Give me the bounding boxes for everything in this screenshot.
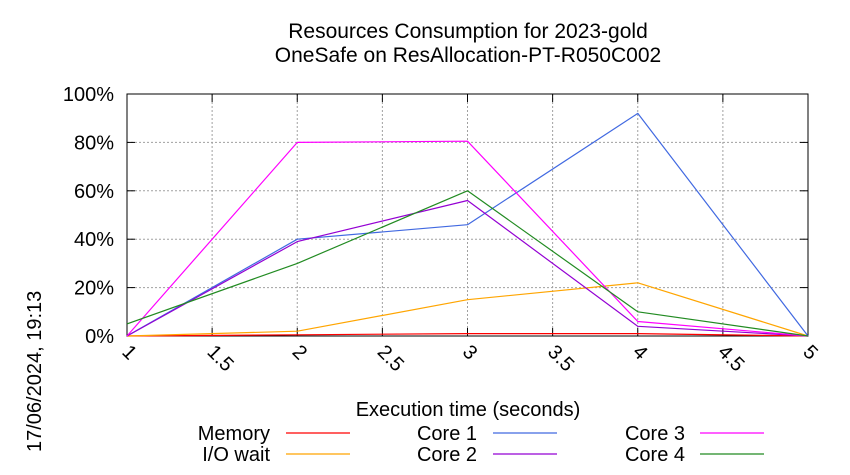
x-tick-label: 4.5 [713, 341, 748, 376]
y-tick-label: 60% [74, 181, 114, 203]
x-tick-label: 3.5 [543, 341, 578, 376]
y-tick-label: 40% [74, 229, 114, 251]
legend-label: Memory [198, 423, 270, 445]
x-tick-label: 3 [458, 341, 481, 364]
series-line [126, 112, 809, 337]
x-tick-label: 2 [288, 341, 311, 364]
x-tick-label: 5 [798, 341, 821, 364]
series-line [126, 282, 809, 337]
x-tick-label: 1.5 [203, 341, 238, 376]
y-tick-label: 20% [74, 278, 114, 300]
chart-title: Resources Consumption for 2023-gold [288, 20, 648, 43]
y-tick-label: 80% [74, 132, 114, 154]
legend-label: I/O wait [202, 444, 270, 466]
x-axis-label: Execution time (seconds) [355, 399, 581, 421]
x-tick-label: 1 [117, 341, 140, 364]
series-line [126, 333, 809, 337]
series-line [126, 190, 809, 337]
series-line [126, 199, 809, 337]
x-tick-label: 4 [628, 341, 651, 364]
x-tick-label: 2.5 [373, 341, 408, 376]
plot-frame [126, 93, 809, 337]
legend-label: Core 1 [417, 423, 477, 445]
legend-label: Core 3 [625, 423, 685, 445]
chart-subtitle: OneSafe on ResAllocation-PT-R050C002 [274, 44, 662, 67]
y-tick-label: 0% [85, 326, 114, 348]
legend-label: Core 2 [417, 444, 477, 466]
y-tick-label: 100% [63, 84, 114, 106]
series-line [126, 140, 809, 337]
legend-label: Core 4 [625, 444, 685, 466]
